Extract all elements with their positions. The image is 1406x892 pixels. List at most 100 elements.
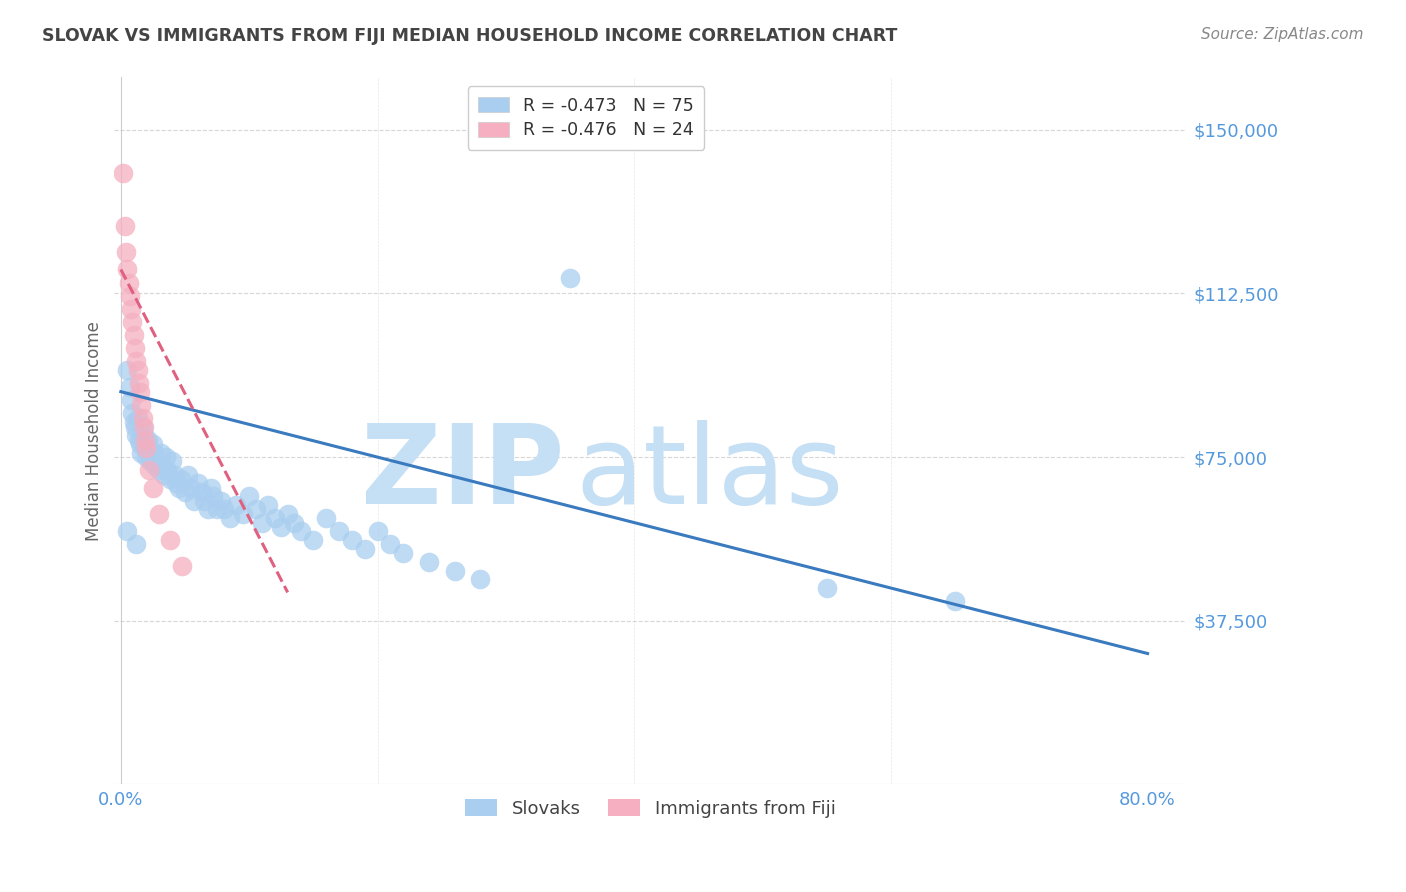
Point — [153, 467, 176, 482]
Point — [212, 502, 235, 516]
Point — [470, 572, 492, 586]
Point — [353, 541, 375, 556]
Point — [418, 555, 440, 569]
Point — [114, 219, 136, 233]
Point — [117, 262, 139, 277]
Point — [302, 533, 325, 547]
Point — [148, 463, 170, 477]
Point — [172, 559, 194, 574]
Point — [174, 485, 197, 500]
Point — [148, 507, 170, 521]
Point — [124, 341, 146, 355]
Point — [131, 410, 153, 425]
Point — [121, 315, 143, 329]
Point — [115, 245, 138, 260]
Point — [142, 481, 165, 495]
Point — [170, 472, 193, 486]
Point — [135, 442, 157, 456]
Point — [142, 437, 165, 451]
Point — [270, 520, 292, 534]
Point — [120, 301, 142, 316]
Point — [118, 288, 141, 302]
Y-axis label: Median Household Income: Median Household Income — [86, 321, 103, 541]
Legend: Slovaks, Immigrants from Fiji: Slovaks, Immigrants from Fiji — [457, 792, 842, 825]
Point — [131, 446, 153, 460]
Text: Source: ZipAtlas.com: Source: ZipAtlas.com — [1201, 27, 1364, 42]
Point — [277, 507, 299, 521]
Point — [156, 463, 179, 477]
Point — [150, 458, 173, 473]
Point — [112, 166, 135, 180]
Point — [124, 419, 146, 434]
Text: atlas: atlas — [575, 420, 844, 527]
Point — [250, 516, 273, 530]
Point — [125, 354, 148, 368]
Text: ZIP: ZIP — [361, 420, 565, 527]
Point — [125, 428, 148, 442]
Point — [183, 493, 205, 508]
Point — [138, 463, 160, 477]
Point — [129, 437, 152, 451]
Point — [263, 511, 285, 525]
Point — [149, 446, 172, 460]
Point — [219, 511, 242, 525]
Point — [197, 502, 219, 516]
Point — [132, 428, 155, 442]
Point — [117, 363, 139, 377]
Point — [315, 511, 337, 525]
Point — [134, 442, 156, 456]
Point — [139, 454, 162, 468]
Point — [122, 327, 145, 342]
Point — [193, 493, 215, 508]
Point — [163, 467, 186, 482]
Point — [127, 410, 149, 425]
Point — [392, 546, 415, 560]
Point — [135, 450, 157, 464]
Point — [138, 442, 160, 456]
Point — [121, 407, 143, 421]
Point — [202, 489, 225, 503]
Point — [143, 446, 166, 460]
Point — [136, 433, 159, 447]
Point — [232, 507, 254, 521]
Point — [160, 454, 183, 468]
Point — [128, 376, 150, 390]
Point — [558, 271, 581, 285]
Point — [131, 398, 153, 412]
Point — [132, 419, 155, 434]
Point — [155, 450, 177, 464]
Point — [118, 380, 141, 394]
Point — [290, 524, 312, 539]
Point — [167, 481, 190, 495]
Point — [125, 537, 148, 551]
Point — [120, 393, 142, 408]
Point — [209, 493, 232, 508]
Point — [117, 524, 139, 539]
Point — [145, 454, 167, 468]
Point — [165, 476, 187, 491]
Text: SLOVAK VS IMMIGRANTS FROM FIJI MEDIAN HOUSEHOLD INCOME CORRELATION CHART: SLOVAK VS IMMIGRANTS FROM FIJI MEDIAN HO… — [42, 27, 897, 45]
Point — [225, 498, 247, 512]
Point — [159, 472, 181, 486]
Point — [134, 433, 156, 447]
Point — [283, 516, 305, 530]
Point — [128, 433, 150, 447]
Point — [367, 524, 389, 539]
Point — [180, 481, 202, 495]
Point — [328, 524, 350, 539]
Point — [815, 581, 838, 595]
Point — [200, 481, 222, 495]
Point — [238, 489, 260, 503]
Point — [205, 502, 228, 516]
Point — [443, 564, 465, 578]
Point — [380, 537, 402, 551]
Point — [129, 384, 152, 399]
Point — [117, 276, 139, 290]
Point — [257, 498, 280, 512]
Point — [122, 415, 145, 429]
Point — [145, 458, 167, 473]
Point — [176, 467, 198, 482]
Point — [190, 485, 212, 500]
Point — [131, 419, 153, 434]
Point — [127, 363, 149, 377]
